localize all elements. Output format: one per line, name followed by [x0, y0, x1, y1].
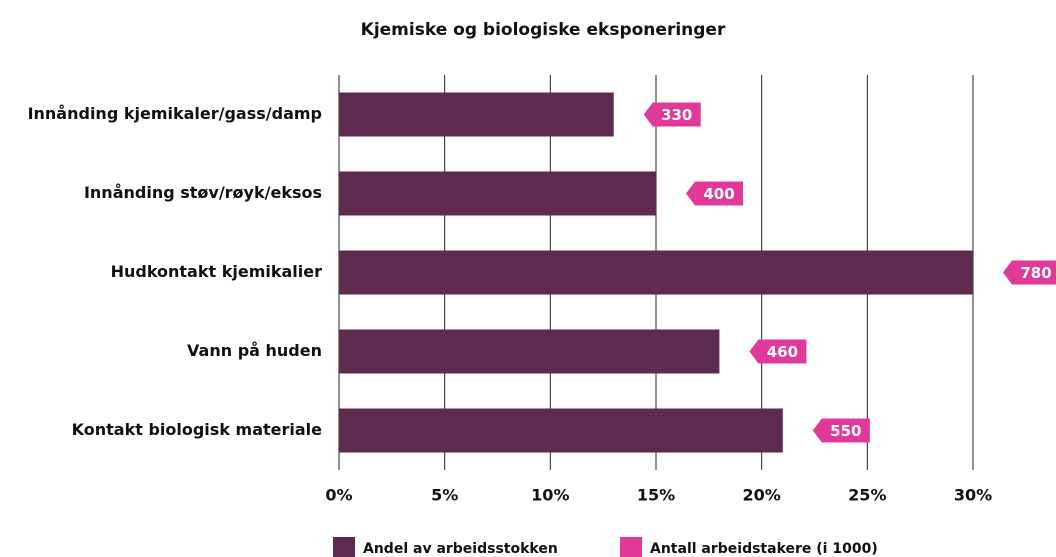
x-tick-label: 30%	[954, 486, 992, 505]
bar	[339, 250, 973, 295]
count-tag	[749, 339, 807, 364]
count-label: 330	[661, 106, 692, 124]
y-tick-label: Innånding støv/røyk/eksos	[84, 183, 322, 202]
bar	[339, 92, 614, 137]
count-tag	[643, 102, 701, 127]
count-label: 550	[830, 422, 861, 440]
x-tick-label: 10%	[531, 486, 569, 505]
count-label: 780	[1020, 264, 1051, 282]
y-tick-label: Vann på huden	[187, 341, 322, 360]
legend-swatch	[333, 537, 355, 557]
count-label: 400	[703, 185, 734, 203]
bar	[339, 408, 783, 453]
x-tick-label: 25%	[848, 486, 886, 505]
count-label: 460	[767, 343, 798, 361]
count-tag	[686, 181, 743, 206]
bar	[339, 171, 656, 216]
legend-label: Antall arbeidstakere (i 1000)	[650, 541, 878, 557]
count-tag	[1003, 260, 1056, 285]
bar	[339, 329, 720, 374]
y-tick-label: Hudkontakt kjemikalier	[111, 262, 323, 281]
x-tick-label: 15%	[637, 486, 675, 505]
x-tick-label: 20%	[743, 486, 781, 505]
chart-title: Kjemiske og biologiske eksponeringer	[361, 20, 726, 40]
y-tick-label: Kontakt biologisk materiale	[72, 420, 323, 439]
count-tag	[812, 418, 870, 443]
x-tick-label: 5%	[431, 486, 458, 505]
legend-label: Andel av arbeidsstokken	[363, 541, 558, 557]
x-tick-label: 0%	[325, 486, 352, 505]
y-tick-label: Innånding kjemikaler/gass/damp	[28, 104, 322, 123]
legend-swatch	[620, 537, 642, 557]
